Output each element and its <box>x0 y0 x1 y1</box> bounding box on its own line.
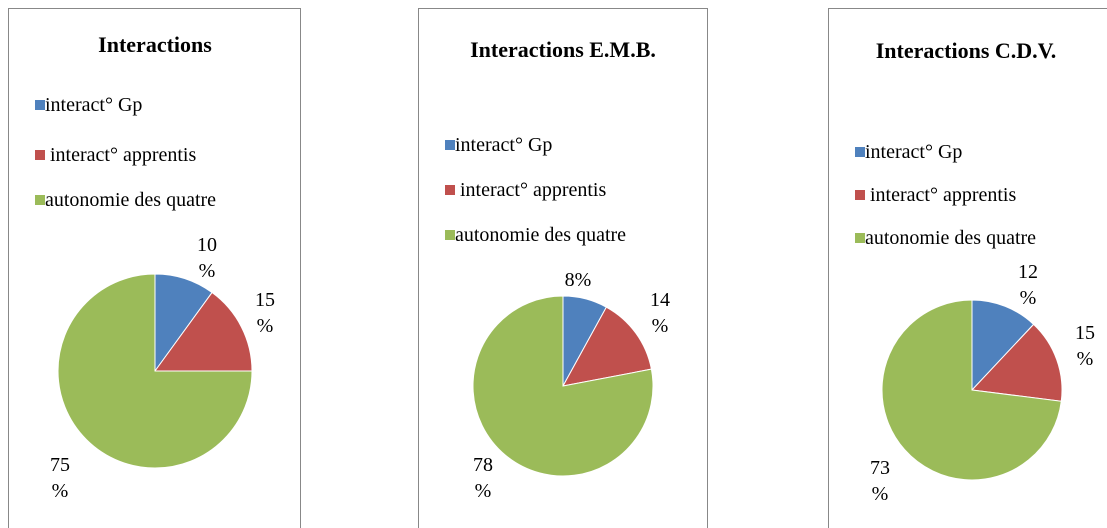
legend-label: autonomie des quatre <box>45 189 217 211</box>
legend-label: autonomie des quatre <box>865 227 1037 249</box>
legend-swatch <box>855 147 865 157</box>
pie-slice <box>562 306 652 387</box>
legend-label: interact° Gp <box>865 141 963 163</box>
legend-swatch <box>445 140 455 150</box>
panel <box>8 8 301 528</box>
legend-label: interact° apprentis <box>455 179 607 201</box>
pie-slice <box>154 291 253 372</box>
data-label: 8% <box>564 269 592 291</box>
legend-label: autonomie des quatre <box>455 224 627 246</box>
pie-slice <box>881 299 1062 481</box>
pie-slice <box>472 295 654 477</box>
data-label: 15 % <box>1075 322 1100 370</box>
legend-swatch <box>855 190 865 200</box>
legend-label: interact° Gp <box>455 134 553 156</box>
data-label: 14 % <box>650 289 675 337</box>
pie-slice <box>970 323 1063 402</box>
chart-title: Interactions C.D.V. <box>875 38 1057 63</box>
legend-swatch <box>35 150 45 160</box>
data-label: 12 % <box>1018 261 1043 309</box>
pies <box>57 273 1063 481</box>
panel <box>828 8 1107 528</box>
legend-swatch <box>445 230 455 240</box>
pie-slice <box>971 299 1035 392</box>
pie-slice <box>57 273 253 469</box>
data-label: 10 % <box>197 234 222 282</box>
legend-swatch <box>445 185 455 195</box>
chart-title: Interactions E.M.B. <box>470 37 656 62</box>
data-label: 75 % <box>50 454 75 502</box>
legend-label: interact° Gp <box>45 94 143 116</box>
data-label: 15 % <box>255 289 280 337</box>
data-label: 78 % <box>473 454 498 502</box>
chart-title: Interactions <box>98 32 212 57</box>
legend-label: interact° apprentis <box>45 144 197 166</box>
legend-swatch <box>35 195 45 205</box>
legend-swatch <box>855 233 865 243</box>
legend-swatch <box>35 100 45 110</box>
data-label: 73 % <box>870 457 895 505</box>
legend-label: interact° apprentis <box>865 184 1017 206</box>
panel <box>418 8 708 528</box>
page: (() => { const data = JSON.parse(documen… <box>8 8 1107 528</box>
